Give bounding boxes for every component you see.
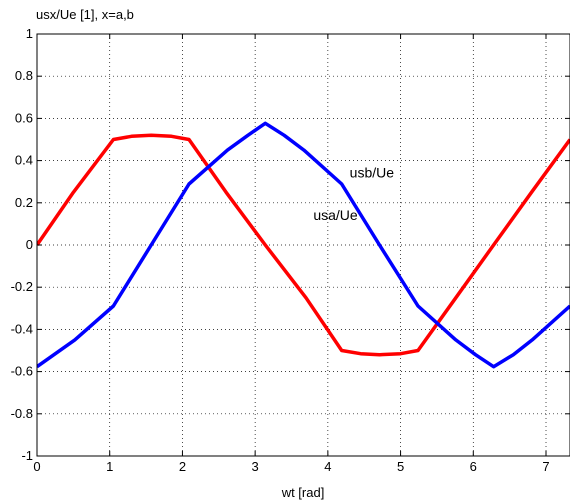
x-ticks: 0 1 2 3 4 5 6 7: [33, 34, 550, 474]
y-tick-label: 0.8: [15, 68, 33, 83]
x-tick-label: 7: [542, 459, 549, 474]
annotations: usb/Ue usa/Ue: [313, 165, 394, 223]
series-group: [37, 121, 570, 369]
grid: [37, 34, 570, 456]
y-tick-label: 0.4: [15, 153, 33, 168]
x-tick-label: 1: [106, 459, 113, 474]
series-line-usb-ue: [37, 121, 570, 369]
y-tick-label: 0.6: [15, 110, 33, 125]
x-tick-label: 4: [324, 459, 331, 474]
y-tick-label: 1: [26, 26, 33, 41]
x-tick-label: 0: [33, 459, 40, 474]
x-tick-label: 2: [179, 459, 186, 474]
x-tick-label: 3: [252, 459, 259, 474]
x-tick-label: 5: [397, 459, 404, 474]
y-tick-label: -0.8: [11, 406, 33, 421]
y-tick-label: -1: [21, 448, 33, 463]
annotation-label: usa/Ue: [313, 207, 358, 223]
annotation-label: usb/Ue: [350, 165, 395, 181]
series-line-usa-ue: [37, 133, 570, 357]
y-tick-label: -0.6: [11, 364, 33, 379]
y-tick-label: -0.4: [11, 321, 33, 336]
x-tick-label: 6: [470, 459, 477, 474]
y-tick-label: 0: [26, 237, 33, 252]
chart-title: usx/Ue [1], x=a,b: [36, 7, 134, 22]
plot-frame: [36, 33, 570, 457]
y-ticks: -1 -0.8 -0.6 -0.4 -0.2 0 0.2 0.4 0.6 0.8 1: [11, 26, 570, 463]
y-tick-label: 0.2: [15, 195, 33, 210]
x-axis-label: wt [rad]: [281, 485, 325, 500]
y-tick-label: -0.2: [11, 279, 33, 294]
